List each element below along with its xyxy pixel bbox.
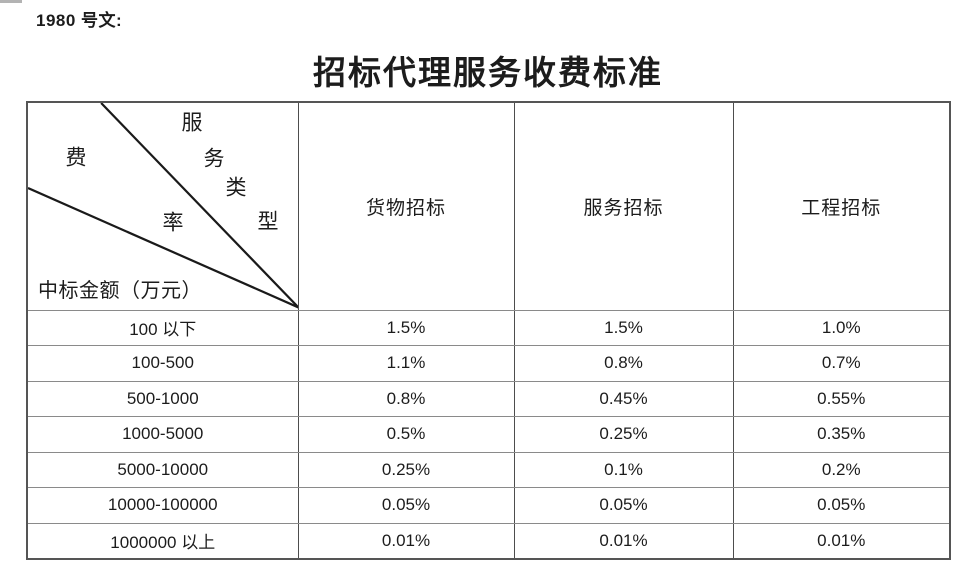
rate-value: 0.01% [297, 522, 515, 559]
column-header-service: 服务招标 [513, 101, 734, 311]
table-row: 100-500 1.1% 0.8% 0.7% [26, 345, 951, 382]
rate-value: 0.25% [513, 416, 734, 453]
rate-value: 0.7% [732, 345, 951, 382]
rate-value: 0.5% [297, 416, 515, 453]
corner-label-rate-char: 率 [162, 210, 184, 235]
table-row: 1000000 以上 0.01% 0.01% 0.01% [26, 522, 951, 559]
amount-range-label: 1000-5000 [26, 416, 299, 453]
table-row: 10000-100000 0.05% 0.05% 0.05% [26, 487, 951, 524]
corner-label-type-char-1: 类 [225, 175, 247, 200]
rate-value: 0.05% [513, 487, 734, 524]
rate-value: 0.2% [732, 451, 951, 488]
column-header-goods: 货物招标 [297, 101, 515, 311]
rate-value: 0.05% [297, 487, 515, 524]
rate-value: 1.1% [297, 345, 515, 382]
table-row: 5000-10000 0.25% 0.1% 0.2% [26, 451, 951, 488]
fee-standard-table: 费 服 务 类 率 型 中标金额（万元） 货物招标 服务招标 工程招标 100 … [26, 101, 951, 560]
amount-range-label: 5000-10000 [26, 451, 299, 488]
column-header-engineering: 工程招标 [732, 101, 951, 311]
rate-value: 0.35% [732, 416, 951, 453]
table-corner-cell: 费 服 务 类 率 型 中标金额（万元） [26, 101, 299, 311]
rate-value: 0.8% [297, 380, 515, 417]
rate-value: 0.05% [732, 487, 951, 524]
amount-range-label: 500-1000 [26, 380, 299, 417]
table-row: 500-1000 0.8% 0.45% 0.55% [26, 380, 951, 417]
corner-label-service-char-1: 服 [181, 110, 203, 135]
table-header-row: 费 服 务 类 率 型 中标金额（万元） 货物招标 服务招标 工程招标 [26, 101, 951, 311]
amount-range-label: 10000-100000 [26, 487, 299, 524]
screenshot-edge-artifact [0, 0, 22, 3]
rate-value: 0.45% [513, 380, 734, 417]
amount-range-label: 1000000 以上 [26, 522, 299, 559]
diagonal-divider-lines [28, 103, 298, 309]
rate-value: 0.01% [513, 522, 734, 559]
corner-label-type-char-2: 型 [257, 209, 279, 234]
table-row: 100 以下 1.5% 1.5% 1.0% [26, 309, 951, 346]
rate-value: 1.5% [513, 309, 734, 346]
amount-range-label: 100-500 [26, 345, 299, 382]
rate-value: 0.01% [732, 522, 951, 559]
page-title: 招标代理服务收费标准 [313, 53, 663, 92]
rate-value: 1.0% [732, 309, 951, 346]
rate-value: 0.1% [513, 451, 734, 488]
doc-reference-label: 1980 号文: [36, 11, 123, 30]
rate-value: 0.8% [513, 345, 734, 382]
rate-value: 0.25% [297, 451, 515, 488]
corner-amount-label: 中标金额（万元） [38, 277, 202, 302]
corner-label-service-char-2: 务 [203, 146, 225, 171]
table-row: 1000-5000 0.5% 0.25% 0.35% [26, 416, 951, 453]
rate-value: 0.55% [732, 380, 951, 417]
corner-label-fee-char: 费 [65, 145, 87, 170]
corner-cell-content: 费 服 务 类 率 型 中标金额（万元） [28, 103, 298, 310]
rate-value: 1.5% [297, 309, 515, 346]
amount-range-label: 100 以下 [26, 309, 299, 346]
